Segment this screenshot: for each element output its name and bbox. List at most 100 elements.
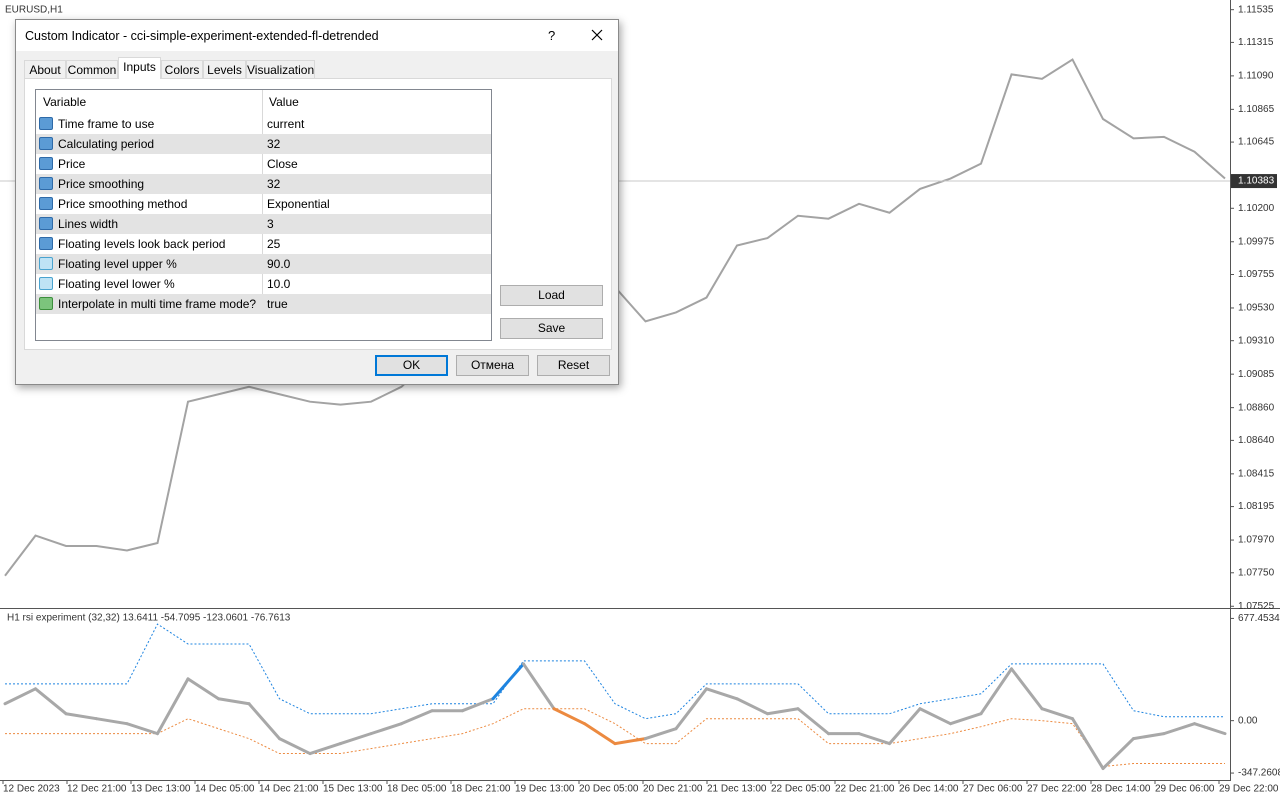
type-icon xyxy=(39,157,53,170)
indicator-line xyxy=(1101,737,1135,770)
indicator-line xyxy=(339,732,373,746)
price-tick-label: 1.10865 xyxy=(1238,104,1275,115)
price-tick-label: 1.09530 xyxy=(1238,303,1275,314)
type-icon xyxy=(39,177,53,190)
indicator-line xyxy=(1193,722,1227,736)
indicator-tick-label: -347.2608 xyxy=(1238,768,1280,779)
input-row[interactable]: Floating levels look back period 25 xyxy=(36,234,491,254)
tab[interactable]: Visualization xyxy=(246,60,315,78)
input-row[interactable]: Interpolate in multi time frame mode? tru… xyxy=(36,294,491,314)
time-label: 27 Dec 06:00 xyxy=(963,784,1023,795)
indicator-line xyxy=(888,707,922,746)
variable-name: Calculating period xyxy=(58,137,155,151)
tab[interactable]: Inputs xyxy=(118,57,161,79)
save-button[interactable]: Save xyxy=(500,318,603,339)
price-tick-label: 1.07970 xyxy=(1238,535,1275,546)
inputs-panel: Variable Value Time frame to use current C… xyxy=(24,78,612,350)
variable-value: 25 xyxy=(267,237,281,251)
close-button[interactable] xyxy=(590,28,604,42)
indicator-line xyxy=(1132,732,1166,741)
indicator-line xyxy=(1010,667,1044,711)
time-label: 29 Dec 22:00 xyxy=(1219,784,1279,795)
cancel-button[interactable]: Отмена xyxy=(456,355,529,376)
indicator-dialog: Custom Indicator - cci-simple-experiment… xyxy=(15,19,619,385)
current-price-box xyxy=(1231,174,1277,189)
input-row[interactable]: Floating level lower % 10.0 xyxy=(36,274,491,294)
column-header: Variable xyxy=(43,95,87,109)
tab[interactable]: About xyxy=(24,60,66,78)
ok-button[interactable]: OK xyxy=(375,355,448,376)
price-tick-label: 1.07750 xyxy=(1238,567,1275,578)
price-tick-label: 1.10645 xyxy=(1238,137,1275,148)
symbol-label: EURUSD,H1 xyxy=(5,5,63,16)
time-label: 14 Dec 05:00 xyxy=(195,784,255,795)
help-button[interactable]: ? xyxy=(548,28,556,43)
indicator-line xyxy=(949,712,983,726)
price-tick-label: 1.11315 xyxy=(1238,37,1274,48)
indicator-line xyxy=(705,687,739,701)
variable-value: Close xyxy=(267,157,298,171)
indicator-line xyxy=(857,732,891,746)
type-icon xyxy=(39,137,53,150)
indicator-legend: H1 rsi experiment (32,32) 13.6411 -54.70… xyxy=(7,613,291,624)
indicator-line xyxy=(400,709,434,726)
variable-value: 10.0 xyxy=(267,277,291,291)
price-tick-label: 1.08860 xyxy=(1238,402,1275,413)
time-label: 28 Dec 14:00 xyxy=(1091,784,1151,795)
inputs-grid: Variable Value Time frame to use current C… xyxy=(35,89,492,341)
indicator-tick-label: 0.00 xyxy=(1238,715,1258,726)
time-label: 20 Dec 05:00 xyxy=(579,784,639,795)
price-tick-label: 1.08195 xyxy=(1238,501,1275,512)
type-icon xyxy=(39,257,53,270)
input-row[interactable]: Time frame to use current xyxy=(36,114,491,134)
input-row[interactable]: Calculating period 32 xyxy=(36,134,491,154)
load-button[interactable]: Load xyxy=(500,285,603,306)
price-tick-label: 1.11535 xyxy=(1238,4,1274,15)
reset-button[interactable]: Reset xyxy=(537,355,610,376)
price-tick-label: 1.07525 xyxy=(1238,601,1275,612)
variable-name: Lines width xyxy=(58,217,119,231)
price-tick-label: 1.08415 xyxy=(1238,468,1275,479)
tab[interactable]: Levels xyxy=(203,60,246,78)
dialog-title: Custom Indicator - cci-simple-experiment… xyxy=(25,29,379,43)
variable-name: Floating level upper % xyxy=(58,257,177,271)
variable-name: Time frame to use xyxy=(58,117,155,131)
time-label: 13 Dec 13:00 xyxy=(131,784,191,795)
variable-value: 3 xyxy=(267,217,274,231)
variable-value: 32 xyxy=(267,177,281,191)
time-label: 15 Dec 13:00 xyxy=(323,784,383,795)
variable-value: 90.0 xyxy=(267,257,291,271)
indicator-tick-label: 677.4534 xyxy=(1238,613,1280,624)
input-row[interactable]: Lines width 3 xyxy=(36,214,491,234)
input-row[interactable]: Price Close xyxy=(36,154,491,174)
indicator-line xyxy=(125,722,159,736)
time-label: 29 Dec 06:00 xyxy=(1155,784,1215,795)
indicator-line xyxy=(1040,707,1074,721)
time-label: 18 Dec 05:00 xyxy=(387,784,447,795)
variable-value: true xyxy=(267,297,288,311)
type-icon xyxy=(39,197,53,210)
variable-name: Price smoothing method xyxy=(58,197,188,211)
variable-name: Floating levels look back period xyxy=(58,237,226,251)
variable-name: Interpolate in multi time frame mode? xyxy=(58,297,257,311)
time-label: 12 Dec 21:00 xyxy=(67,784,127,795)
variable-name: Price xyxy=(58,157,86,171)
tab[interactable]: Colors xyxy=(161,60,203,78)
time-label: 19 Dec 13:00 xyxy=(515,784,575,795)
input-row[interactable]: Price smoothing method Exponential xyxy=(36,194,491,214)
indicator-line xyxy=(522,662,556,711)
indicator-line xyxy=(217,697,251,706)
type-icon xyxy=(39,217,53,230)
input-row[interactable]: Price smoothing 32 xyxy=(36,174,491,194)
indicator-line xyxy=(308,742,342,756)
time-label: 22 Dec 05:00 xyxy=(771,784,831,795)
column-separator xyxy=(262,90,263,314)
time-label: 22 Dec 21:00 xyxy=(835,784,895,795)
indicator-line xyxy=(95,717,129,726)
input-row[interactable]: Floating level upper % 90.0 xyxy=(36,254,491,274)
variable-value: 32 xyxy=(267,137,281,151)
column-header: Value xyxy=(269,95,299,109)
indicator-line xyxy=(186,677,220,701)
tab[interactable]: Common xyxy=(66,60,118,78)
